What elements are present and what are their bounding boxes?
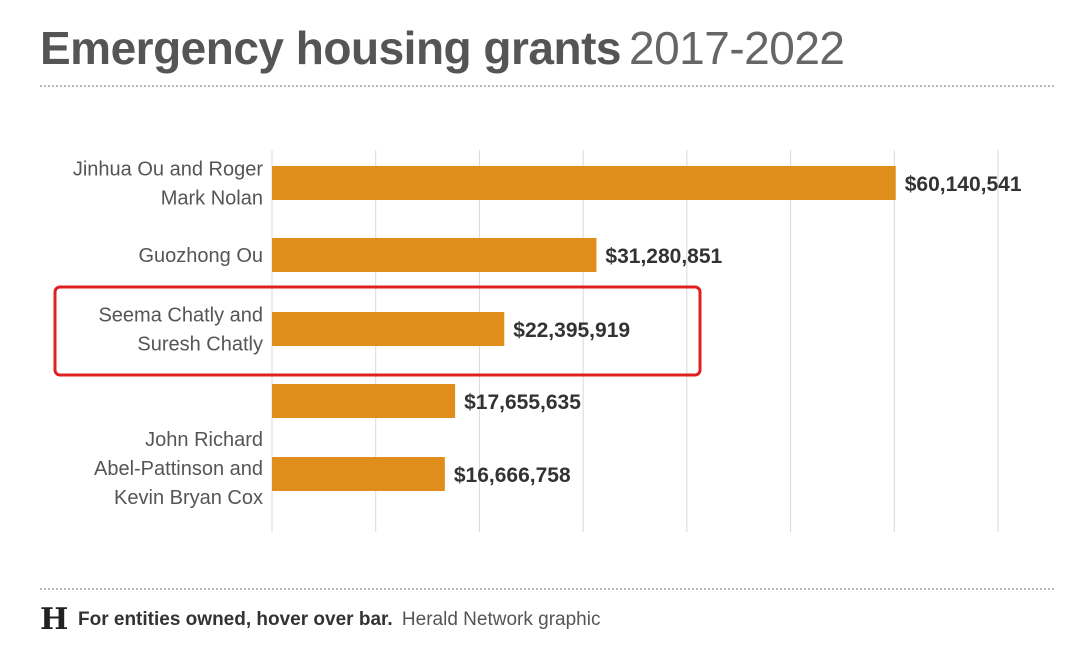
bar-value-label: $22,395,919 — [513, 319, 630, 342]
category-label: John Richard — [145, 429, 263, 451]
highlight-box — [53, 285, 702, 377]
footer-divider — [40, 588, 1054, 590]
bar-value-label: $31,280,851 — [605, 245, 722, 268]
bar[interactable] — [272, 238, 597, 272]
category-label: Mark Nolan — [161, 188, 263, 210]
footer-note: For entities owned, hover over bar. — [78, 609, 393, 631]
bar[interactable] — [272, 457, 445, 491]
herald-logo-icon: H — [40, 602, 69, 637]
chart-title: Emergency housing grants 2017-2022 — [40, 18, 845, 78]
bar-value-label: $16,666,758 — [454, 464, 571, 487]
bar-value-label: $17,655,635 — [464, 391, 581, 414]
bar[interactable] — [272, 312, 505, 346]
chart-title-main: Emergency housing grants — [40, 22, 622, 74]
bar-chart: $60,140,541 Jinhua Ou and Roger Mark Nolan… — [53, 150, 1022, 532]
category-label: Abel-Pattinson and — [94, 458, 263, 480]
category-label: Seema Chatly and — [98, 305, 263, 327]
category-label: Kevin Bryan Cox — [114, 487, 263, 509]
title-divider — [40, 85, 1054, 87]
bar[interactable] — [272, 166, 896, 200]
category-label: Suresh Chatly — [137, 334, 263, 356]
bar-value-label: $60,140,541 — [905, 173, 1022, 196]
chart-title-years: 2017-2022 — [629, 22, 845, 74]
bar[interactable] — [272, 384, 456, 418]
category-label: Jinhua Ou and Roger — [73, 159, 263, 181]
footer-credit: Herald Network graphic — [401, 609, 601, 631]
footer: H For entities owned, hover over bar. Her… — [40, 602, 600, 638]
category-label: Guozhong Ou — [138, 245, 263, 267]
